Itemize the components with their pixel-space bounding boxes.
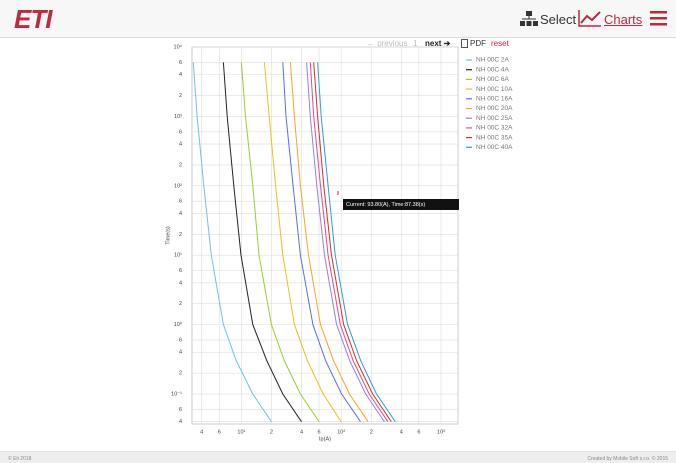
nav-charts[interactable]: Charts [604, 12, 643, 27]
legend-label: NH 00C 6A [476, 76, 510, 83]
series-line [263, 62, 342, 422]
copyright: © Eti 2018 [8, 456, 32, 462]
legend-label: NH 00C 25A [476, 115, 513, 122]
series-line [313, 62, 392, 422]
x-tick-label: 10³ [437, 429, 445, 435]
nav-select[interactable]: Select [540, 12, 577, 27]
logo[interactable]: ETI [14, 4, 52, 34]
y-tick-label: 6 [179, 268, 182, 274]
credits: Created by Mobile Soft s.r.o. © 2015 [587, 456, 668, 462]
y-tick-label: 2 [179, 301, 182, 307]
reset-button[interactable]: reset [491, 39, 509, 48]
legend-label: NH 00C 40A [476, 144, 513, 151]
x-tick-label: 2 [270, 429, 273, 435]
legend-label: NH 00C 35A [476, 134, 513, 141]
legend-label: NH 00C 4A [476, 66, 510, 73]
legend-label: NH 00C 2A [476, 57, 510, 64]
pdf-button[interactable]: PDF [470, 39, 486, 48]
series-line [289, 62, 369, 422]
y-tick-label: 4 [179, 141, 182, 147]
x-tick-label: 6 [318, 429, 321, 435]
tooltip-text: Current: 93.80(A), Time:87.38(s) [346, 202, 425, 208]
y-axis-label: Time(s) [165, 226, 171, 245]
x-tick-label: 10¹ [237, 429, 245, 435]
x-tick-label: 4 [400, 429, 403, 435]
series-line [309, 62, 389, 422]
legend-label: NH 00C 20A [476, 105, 513, 112]
x-tick-label: 4 [300, 429, 303, 435]
tooltip: Current: 93.80(A), Time:87.38(s) [343, 199, 459, 210]
y-tick-label: 2 [179, 93, 182, 99]
select-icon[interactable] [520, 10, 538, 28]
charts-icon[interactable] [578, 8, 602, 28]
series-line [306, 62, 385, 422]
x-tick-label: 2 [370, 429, 373, 435]
legend-label: NH 00C 32A [476, 125, 513, 132]
menu-icon[interactable] [650, 11, 667, 26]
page-number: 1 [413, 39, 418, 48]
y-tick-label: 4 [179, 280, 182, 286]
series-line [282, 62, 361, 422]
x-axis-label: Ip(A) [319, 436, 331, 442]
y-tick-label: 2 [179, 162, 182, 168]
y-tick-label: 2 [179, 371, 182, 377]
series-line [317, 62, 396, 422]
y-tick-label: 6 [179, 407, 182, 413]
y-tick-label: 4 [179, 350, 182, 356]
x-tick-label: 6 [218, 429, 221, 435]
y-tick-label: 4 [179, 72, 182, 78]
tooltip-box [343, 199, 459, 210]
y-tick-label: 10³ [174, 114, 182, 120]
y-tick-label: 6 [179, 199, 182, 205]
series-line [240, 62, 320, 422]
chart: 10⁴ 6 4 2 10³ 6 4 2 10² 6 4 2 10¹ 6 4 2 10⁰ 6 4 2 10⁻¹ 6 4 4 6 10… [165, 43, 513, 442]
y-tick-label: 10¹ [174, 253, 182, 259]
pdf-icon[interactable] [461, 39, 468, 48]
series-line [192, 62, 272, 422]
next-button[interactable]: next ➔ [425, 39, 451, 48]
y-tick-label: 4 [179, 419, 182, 425]
previous-button[interactable]: ← previous [367, 39, 408, 48]
y-tick-label: 6 [179, 60, 182, 66]
y-tick-label: 4 [179, 211, 182, 217]
x-tick-label: 6 [417, 429, 420, 435]
x-tick-label: 4 [200, 429, 203, 435]
y-tick-label: 2 [179, 232, 182, 238]
x-tick-label: 10² [337, 429, 345, 435]
y-tick-label: 6 [179, 337, 182, 343]
legend-label: NH 00C 10A [476, 86, 513, 93]
y-tick-label: 10² [174, 183, 182, 189]
y-tick-label: 10⁰ [174, 321, 183, 328]
header: ETI Select Charts [0, 0, 676, 38]
y-tick-label: 10⁴ [174, 43, 183, 50]
footer: © Eti 2018 Created by Mobile Soft s.r.o.… [0, 451, 676, 463]
y-tick-label: 6 [179, 129, 182, 135]
y-tick-label: 10⁻¹ [171, 391, 182, 397]
series-line [222, 62, 302, 422]
legend-label: NH 00C 16A [476, 96, 513, 103]
plot-area [191, 46, 459, 425]
